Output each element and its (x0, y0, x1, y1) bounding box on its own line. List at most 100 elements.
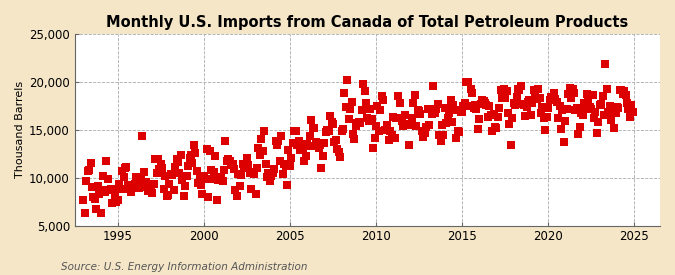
Point (137, 134, 148, 138)
Point (355, 121, 366, 126)
Point (91, 207, 102, 212)
Point (338, 126, 348, 131)
Point (494, 105, 505, 110)
Point (576, 111, 587, 115)
Point (82, 169, 93, 173)
Point (266, 173, 277, 178)
Point (252, 166, 263, 170)
Point (127, 185, 138, 190)
Point (385, 129, 396, 133)
Point (367, 117, 377, 122)
Point (188, 143, 199, 147)
Point (383, 138, 394, 142)
Point (161, 194, 172, 199)
Point (360, 101, 371, 106)
Point (136, 175, 146, 180)
Point (610, 111, 621, 115)
Point (236, 173, 246, 177)
Point (398, 123, 408, 128)
Point (462, 80, 473, 84)
Point (202, 195, 213, 199)
Point (122, 183, 133, 187)
Point (623, 106, 634, 111)
Point (97, 188, 107, 192)
Point (237, 161, 248, 166)
Point (553, 116, 564, 120)
Point (144, 185, 155, 190)
Point (372, 104, 383, 109)
Point (214, 175, 225, 179)
Point (465, 87, 476, 91)
Point (447, 120, 458, 125)
Point (558, 140, 569, 144)
Point (260, 162, 271, 166)
Point (535, 111, 546, 115)
Point (466, 91, 477, 96)
Point (524, 98, 535, 102)
Point (388, 115, 399, 120)
Point (352, 120, 362, 125)
Point (391, 116, 402, 120)
Point (593, 120, 603, 125)
Point (442, 116, 453, 120)
Point (233, 172, 244, 177)
Title: Monthly U.S. Imports from Canada of Total Petroleum Products: Monthly U.S. Imports from Canada of Tota… (106, 15, 628, 30)
Point (497, 96, 508, 100)
Point (270, 139, 281, 143)
Point (298, 147, 308, 151)
Point (614, 88, 625, 92)
Point (464, 103, 475, 108)
Point (419, 131, 430, 135)
Point (406, 115, 417, 120)
Point (114, 182, 125, 186)
Point (400, 113, 410, 118)
Point (409, 93, 420, 97)
Point (545, 95, 556, 99)
Point (416, 129, 427, 133)
Point (187, 161, 198, 165)
Point (627, 110, 638, 114)
Point (583, 100, 594, 104)
Point (325, 114, 335, 118)
Point (78, 197, 89, 202)
Point (363, 119, 374, 123)
Point (421, 125, 431, 129)
Point (590, 110, 601, 114)
Point (626, 103, 637, 107)
Point (425, 107, 436, 111)
Point (131, 175, 142, 180)
Point (517, 102, 528, 106)
Point (256, 137, 267, 142)
Point (191, 169, 202, 174)
Point (154, 167, 165, 171)
Point (253, 146, 264, 150)
Point (247, 170, 258, 174)
Point (310, 139, 321, 144)
Point (544, 98, 555, 103)
Point (339, 91, 350, 96)
Point (530, 91, 541, 95)
Point (624, 115, 635, 119)
Point (527, 101, 538, 105)
Point (498, 87, 509, 91)
Point (489, 125, 500, 129)
Point (111, 200, 122, 205)
Point (508, 101, 519, 105)
Point (599, 113, 610, 117)
Point (289, 129, 300, 133)
Point (170, 165, 181, 170)
Point (608, 110, 618, 115)
Point (348, 132, 358, 136)
Point (457, 110, 468, 115)
Point (333, 150, 344, 154)
Point (207, 176, 218, 181)
Point (336, 129, 347, 134)
Point (107, 201, 117, 205)
Point (485, 113, 496, 117)
Point (150, 156, 161, 161)
Point (327, 122, 338, 127)
Point (563, 92, 574, 97)
Point (495, 87, 506, 92)
Point (230, 187, 241, 192)
Point (428, 84, 439, 88)
